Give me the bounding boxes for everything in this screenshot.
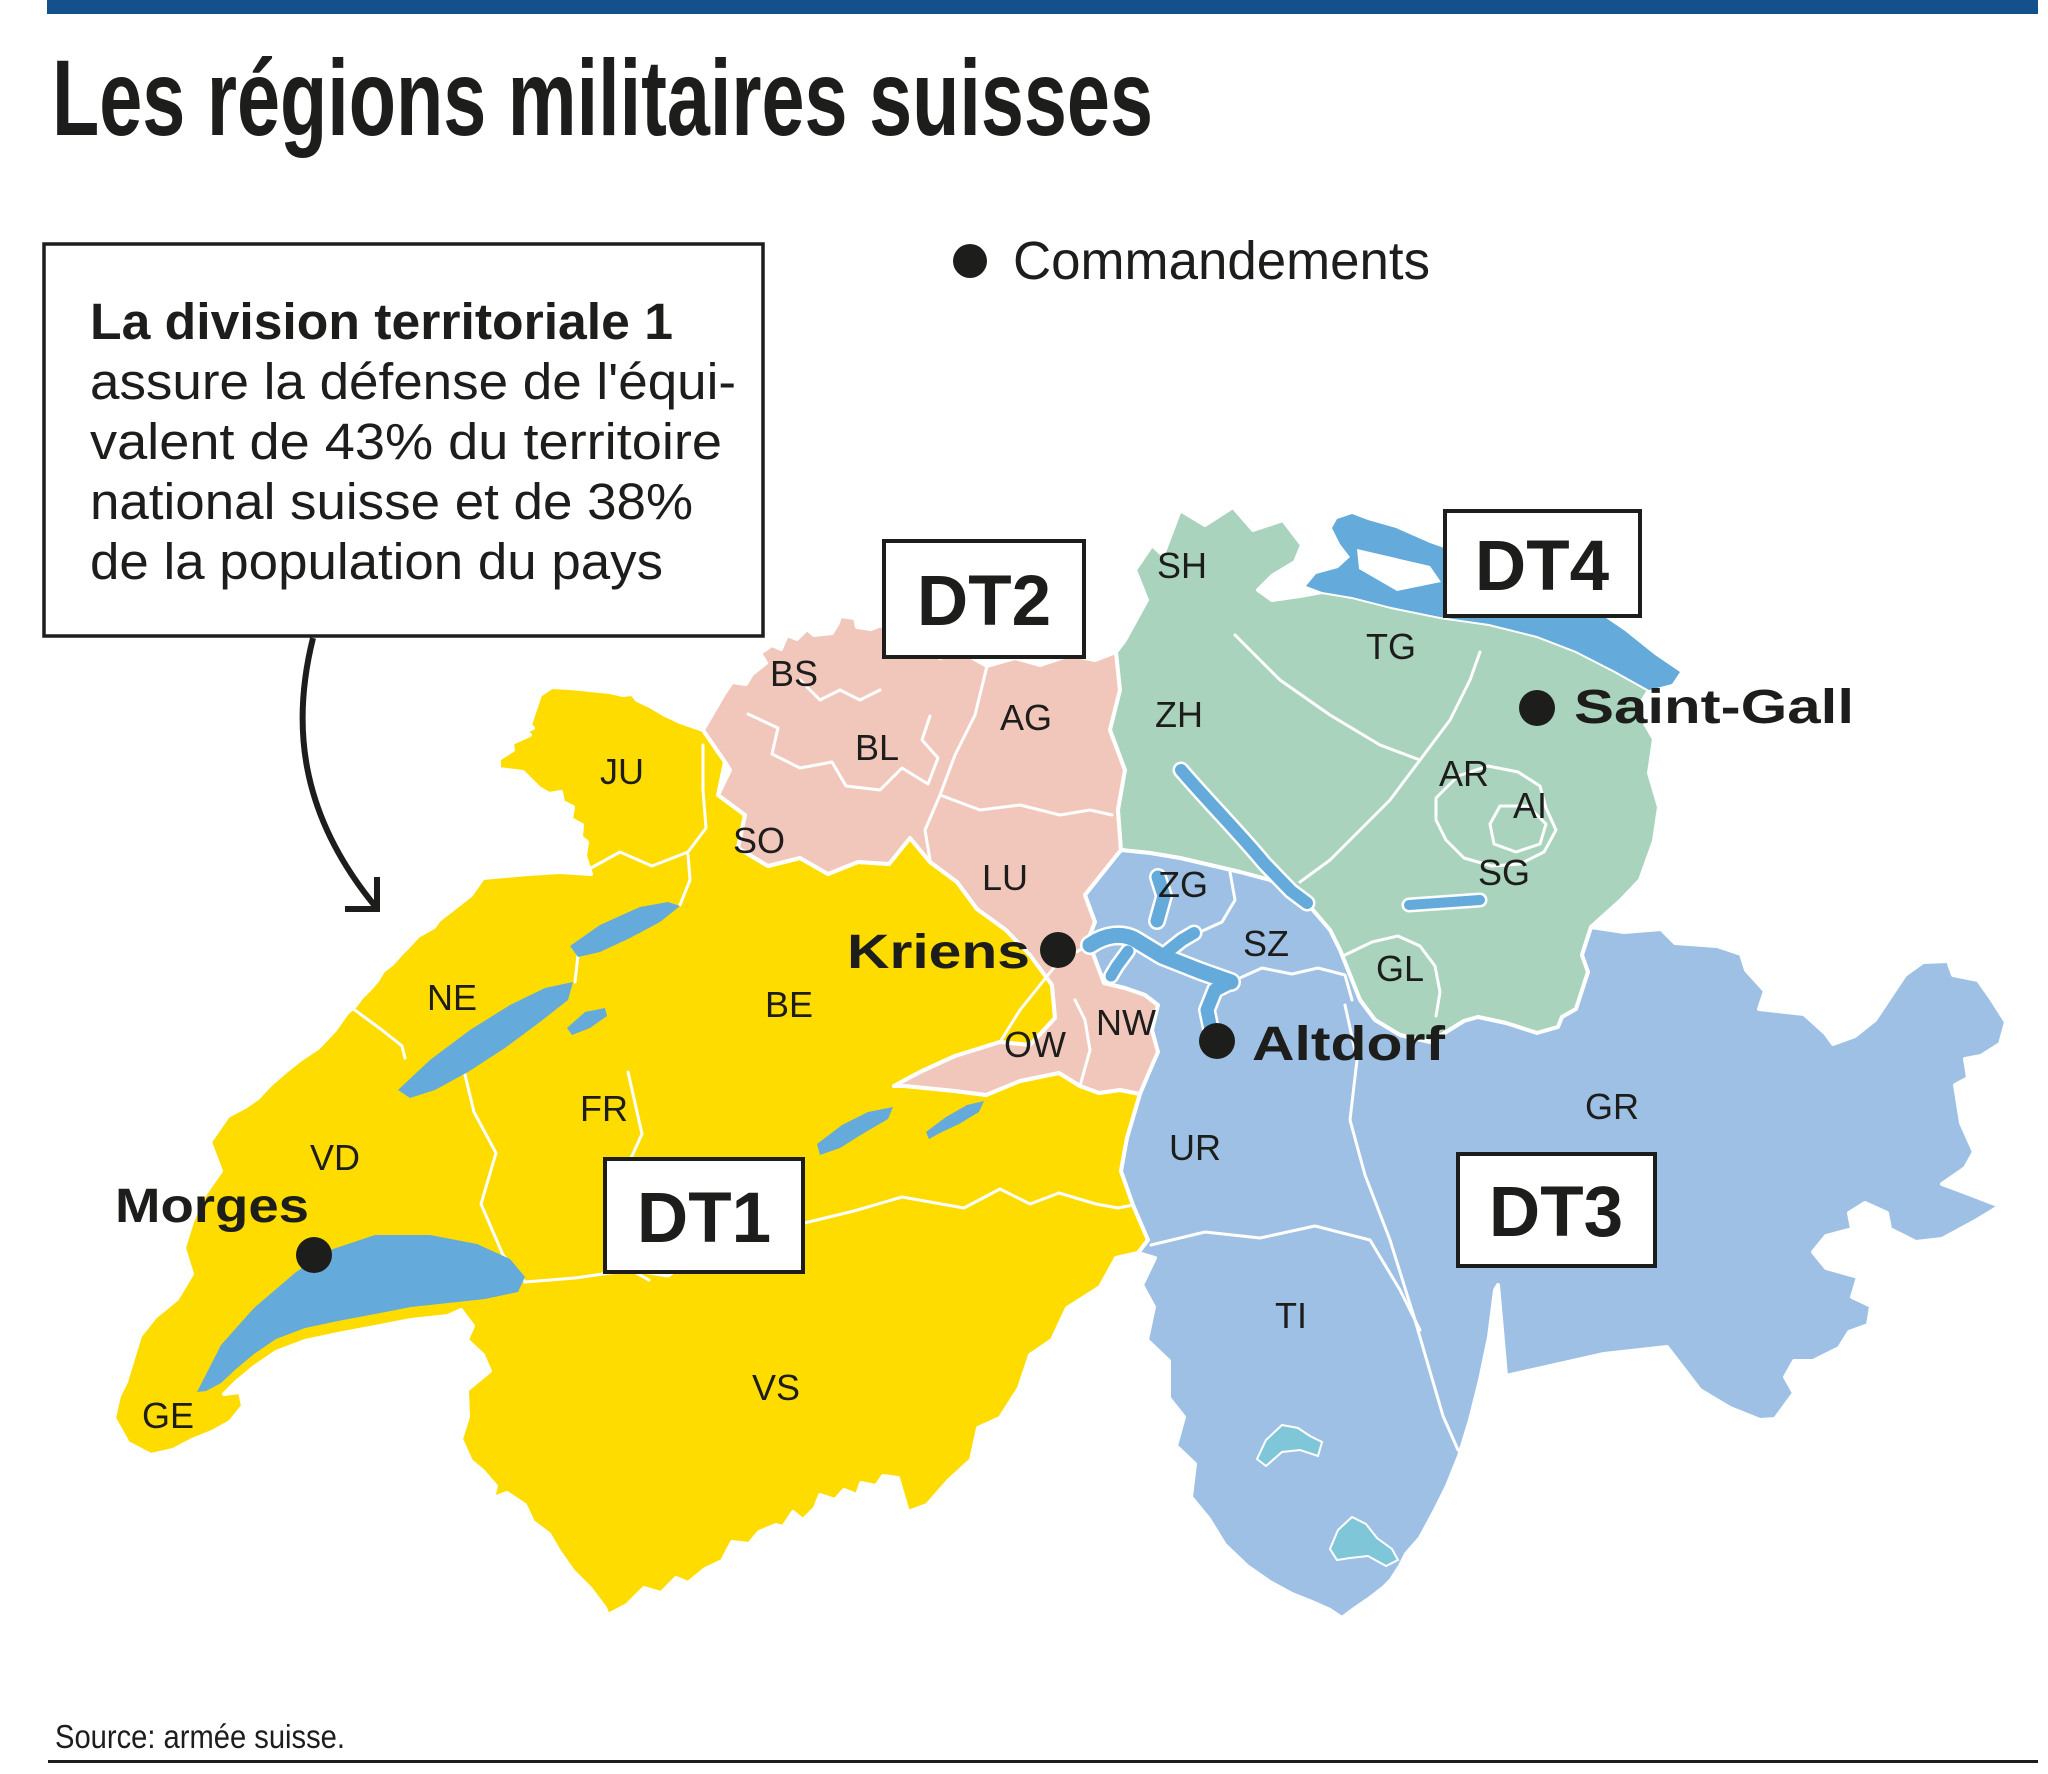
svg-text:de la population du pays: de la population du pays — [90, 533, 663, 590]
svg-text:national suisse et de 38%: national suisse et de 38% — [90, 473, 693, 530]
svg-text:GR: GR — [1585, 1086, 1639, 1127]
svg-text:Saint-Gall: Saint-Gall — [1574, 681, 1854, 734]
svg-text:GE: GE — [142, 1395, 194, 1436]
svg-text:Kriens: Kriens — [847, 926, 1030, 979]
svg-text:AR: AR — [1439, 753, 1489, 794]
svg-text:OW: OW — [1004, 1024, 1066, 1065]
svg-text:LU: LU — [982, 857, 1028, 898]
svg-text:Source: armée suisse.: Source: armée suisse. — [55, 1718, 345, 1755]
svg-text:La division territoriale 1: La division territoriale 1 — [90, 293, 673, 350]
svg-text:assure la défense de l'équi-: assure la défense de l'équi- — [90, 353, 736, 410]
svg-text:SZ: SZ — [1243, 923, 1289, 964]
svg-text:ZH: ZH — [1155, 694, 1203, 735]
svg-text:ZG: ZG — [1158, 864, 1208, 905]
svg-text:BS: BS — [770, 653, 818, 694]
svg-text:SO: SO — [733, 820, 785, 861]
svg-text:Les régions militaires suisses: Les régions militaires suisses — [52, 37, 1153, 158]
svg-text:Commandements: Commandements — [1013, 231, 1430, 291]
svg-text:Morges: Morges — [115, 1180, 309, 1233]
svg-text:DT3: DT3 — [1489, 1173, 1623, 1252]
svg-text:TI: TI — [1275, 1295, 1307, 1336]
svg-text:GL: GL — [1376, 948, 1424, 989]
svg-text:VS: VS — [752, 1367, 800, 1408]
svg-text:VD: VD — [310, 1137, 360, 1178]
svg-text:valent de 43% du territoire: valent de 43% du territoire — [90, 413, 722, 470]
svg-text:UR: UR — [1169, 1127, 1221, 1168]
svg-text:NW: NW — [1096, 1002, 1156, 1043]
svg-text:AG: AG — [1000, 697, 1052, 738]
svg-text:SG: SG — [1478, 852, 1530, 893]
svg-text:DT2: DT2 — [917, 562, 1051, 641]
svg-text:TG: TG — [1366, 626, 1416, 667]
svg-text:BL: BL — [855, 727, 899, 768]
svg-text:NE: NE — [427, 977, 477, 1018]
svg-text:DT4: DT4 — [1475, 527, 1610, 606]
svg-text:JU: JU — [600, 751, 644, 792]
svg-text:FR: FR — [580, 1088, 628, 1129]
svg-text:Altdorf: Altdorf — [1252, 1018, 1446, 1071]
svg-text:SH: SH — [1157, 545, 1207, 586]
svg-text:DT1: DT1 — [637, 1179, 771, 1258]
svg-text:BE: BE — [765, 984, 813, 1025]
svg-text:AI: AI — [1513, 785, 1547, 826]
